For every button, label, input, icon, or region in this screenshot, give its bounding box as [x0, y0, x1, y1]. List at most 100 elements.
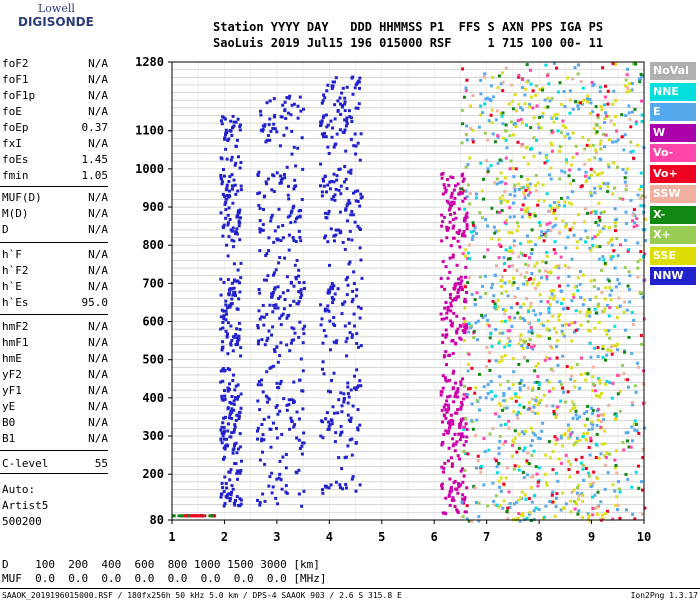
echo-point [536, 400, 540, 404]
echo-point [496, 161, 500, 165]
echo-point [445, 199, 449, 203]
echo-point [606, 509, 609, 513]
echo-point [592, 210, 596, 213]
echo-point [543, 472, 547, 476]
echo-point [498, 158, 502, 162]
echo-point [508, 315, 512, 319]
echo-point [548, 296, 552, 300]
echo-point [330, 419, 334, 422]
echo-point [643, 228, 647, 232]
echo-point [234, 441, 238, 445]
echo-point [221, 192, 225, 196]
echo-point [496, 210, 499, 214]
echo-point [519, 251, 523, 255]
echo-point [464, 89, 468, 92]
echo-point [447, 446, 451, 450]
echo-point [599, 158, 603, 162]
echo-point [234, 145, 238, 148]
echo-point [457, 287, 461, 291]
echo-point [556, 200, 560, 204]
param-value: N/A [88, 416, 108, 429]
echo-point [338, 167, 342, 171]
echo-point [297, 281, 301, 284]
echo-point [266, 177, 270, 181]
echo-point [615, 129, 619, 133]
echo-point [488, 432, 492, 436]
echo-point [627, 270, 631, 274]
echo-point [256, 498, 259, 502]
echo-point [278, 295, 282, 299]
echo-point [455, 263, 459, 267]
echo-point [280, 177, 284, 181]
param-value: 55 [94, 457, 108, 470]
echo-point [226, 221, 230, 225]
echo-point [229, 343, 233, 347]
echo-point [510, 83, 514, 87]
echo-point [321, 116, 325, 119]
param-row: D N/A [2, 222, 108, 238]
echo-point [570, 339, 574, 343]
echo-point [461, 252, 465, 256]
echo-point [446, 276, 450, 280]
echo-point [464, 265, 468, 269]
echo-point [611, 140, 615, 144]
echo-point [566, 76, 570, 80]
echo-point [616, 254, 620, 258]
echo-point [452, 311, 456, 315]
echo-point [270, 333, 274, 337]
echo-point [219, 495, 223, 499]
echo-point [356, 426, 360, 430]
echo-point [450, 194, 454, 198]
echo-point [464, 189, 468, 193]
echo-point [562, 334, 566, 338]
echo-point [236, 477, 239, 481]
echo-point [234, 192, 238, 196]
echo-point [639, 185, 643, 188]
echo-point [235, 413, 239, 417]
echo-point [224, 329, 228, 333]
echo-point [264, 180, 268, 184]
echo-point [641, 447, 645, 451]
echo-point [461, 435, 465, 438]
echo-point [598, 218, 602, 222]
echo-point [229, 468, 233, 472]
echo-point [529, 301, 533, 305]
echo-point [483, 102, 487, 106]
echo-point [300, 452, 304, 456]
echo-point [626, 378, 630, 382]
echo-point [585, 314, 589, 318]
echo-point [593, 235, 597, 239]
echo-point [503, 309, 507, 312]
echo-point [562, 297, 566, 301]
echo-point [229, 324, 233, 328]
echo-point [552, 289, 555, 292]
echo-point [453, 449, 457, 453]
echo-point [486, 248, 490, 252]
echo-point [341, 487, 345, 491]
echo-point [507, 419, 511, 423]
echo-point [596, 346, 600, 350]
echo-point [328, 423, 332, 427]
echo-point [568, 168, 572, 172]
echo-point [528, 68, 532, 72]
echo-point [460, 191, 464, 195]
echo-point [349, 416, 353, 420]
echo-point [324, 135, 328, 139]
echo-point [335, 178, 339, 182]
echo-point [527, 462, 531, 466]
echo-point [275, 404, 279, 407]
echo-point [464, 422, 468, 426]
echo-point [456, 291, 460, 295]
echo-point [280, 432, 284, 436]
echo-point [239, 276, 243, 280]
echo-point [591, 507, 595, 510]
echo-point [507, 387, 511, 390]
echo-point [469, 324, 473, 328]
echo-point [512, 201, 515, 205]
echo-point [465, 195, 469, 199]
echo-point [444, 190, 448, 194]
echo-point [228, 387, 231, 391]
echo-point [529, 240, 533, 244]
echo-point [567, 459, 571, 463]
echo-point [631, 110, 634, 114]
